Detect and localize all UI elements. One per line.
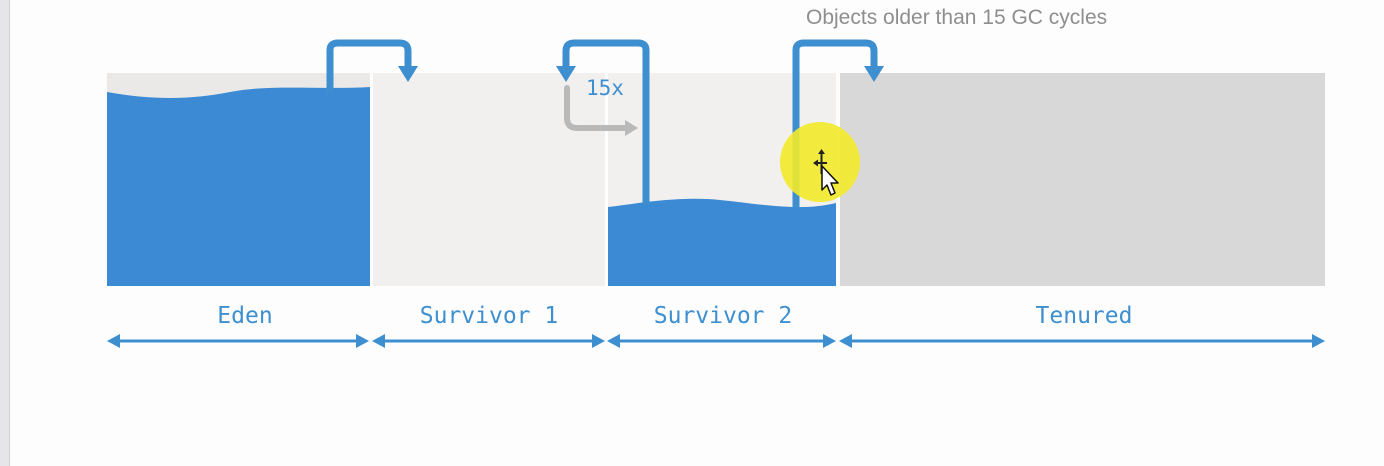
- eden-to-survivor1-arrow: [326, 39, 412, 92]
- survivor1-span-arrow: [372, 334, 605, 348]
- survivor2-to-tenured-arrowhead: [864, 66, 884, 82]
- old-objects-annotation: Objects older than 15 GC cycles: [806, 6, 1107, 29]
- survivor2-to-tenured-arrow: [792, 39, 878, 208]
- tenured-span-arrow: [839, 334, 1325, 348]
- eden-span-arrow: [107, 334, 369, 348]
- window-left-edge: [0, 0, 10, 466]
- survivor2-to-survivor1-arrow: [562, 39, 650, 205]
- cycle-count-label: 15x: [586, 76, 624, 100]
- tenured-region: [840, 73, 1325, 286]
- survivor1-label: Survivor 1: [420, 303, 558, 329]
- cycle-loop-arrowhead: [625, 120, 638, 136]
- eden-fill: [107, 87, 370, 286]
- survivor2-label: Survivor 2: [654, 303, 792, 329]
- survivor2-fill: [608, 198, 836, 286]
- survivor2-span-arrow: [607, 334, 836, 348]
- survivor1-region: [373, 73, 605, 286]
- eden-label: Eden: [217, 303, 272, 329]
- eden-to-survivor1-arrowhead: [398, 66, 418, 82]
- cycle-loop-arrow: [564, 85, 631, 131]
- tenured-label: Tenured: [1036, 303, 1133, 329]
- survivor2-to-survivor1-arrowhead: [556, 66, 576, 82]
- move-cursor-icon: [813, 149, 839, 196]
